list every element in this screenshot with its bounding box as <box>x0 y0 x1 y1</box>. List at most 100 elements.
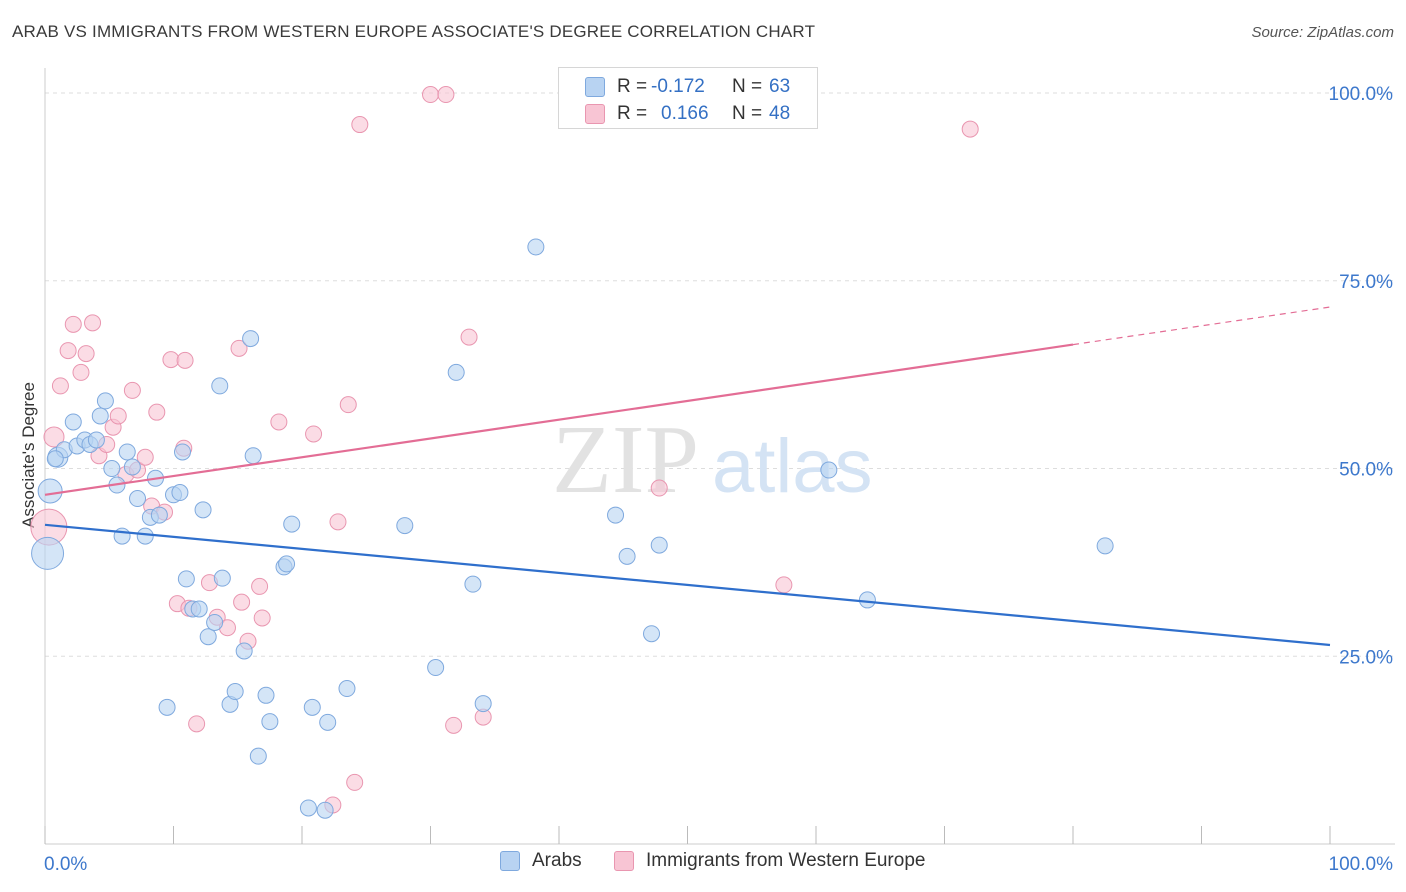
y-tick-labels: 25.0% 50.0% 75.0% 100.0% <box>1329 84 1394 668</box>
arab-point <box>820 461 838 479</box>
watermark: ZIP atlas <box>552 406 873 514</box>
arab-point <box>1096 537 1114 555</box>
immigrants-legend-swatch <box>614 851 634 871</box>
y-tick-label: 50.0% <box>1339 460 1393 481</box>
y-tick-label: 100.0% <box>1329 84 1394 105</box>
arab-point <box>464 575 482 593</box>
n-value-arabs: 63 <box>769 76 791 97</box>
arabs-trend-line <box>44 523 1331 647</box>
watermark-zip: ZIP <box>552 406 699 514</box>
arab-point <box>858 591 876 609</box>
immigrant-point <box>351 116 369 134</box>
arabs-legend-swatch <box>500 851 520 871</box>
arab-point <box>129 490 147 508</box>
immigrants-trend-line <box>44 343 1074 496</box>
arab-point <box>249 747 267 765</box>
x-tick-labels: 0.0% 100.0% <box>44 854 1393 875</box>
immigrant-point <box>64 315 82 333</box>
stat-row-immigrants: R = 0.166 N = 48 <box>559 101 817 127</box>
arab-point <box>226 683 244 701</box>
r-label: R = <box>617 103 648 124</box>
r-label: R = <box>617 76 648 97</box>
immigrant-point <box>51 377 69 395</box>
immigrant-point <box>148 403 166 421</box>
immigrants-trend-line-extension <box>1072 306 1331 346</box>
arab-point <box>396 517 414 535</box>
watermark-atlas: atlas <box>712 424 873 509</box>
arab-point <box>213 569 231 587</box>
arab-point <box>643 625 661 643</box>
legend-item-arabs[interactable]: Arabs <box>500 850 582 872</box>
immigrant-point <box>43 426 65 448</box>
arabs-swatch <box>585 77 605 97</box>
arab-point <box>261 713 279 731</box>
immigrant-point <box>650 479 668 497</box>
arab-point <box>244 447 262 465</box>
arab-point <box>427 659 445 677</box>
immigrant-point <box>176 351 194 369</box>
immigrant-point <box>72 363 90 381</box>
arab-point <box>607 506 625 524</box>
arab-point <box>303 698 321 716</box>
arab-point <box>123 458 141 476</box>
arab-point <box>96 392 114 410</box>
legend-item-immigrants[interactable]: Immigrants from Western Europe <box>614 850 925 872</box>
immigrant-point <box>84 314 102 332</box>
n-label: N = <box>732 103 763 124</box>
arab-point <box>447 363 465 381</box>
arab-point <box>31 536 65 570</box>
arab-point <box>199 628 217 646</box>
arab-point <box>118 443 136 461</box>
immigrant-point <box>136 448 154 466</box>
arab-point <box>283 515 301 533</box>
arab-point <box>235 642 253 660</box>
arab-point <box>150 506 168 524</box>
immigrant-point <box>59 342 77 360</box>
immigrant-point <box>270 413 288 431</box>
stat-row-arabs: R = -0.172 N = 63 <box>559 74 817 100</box>
x-tick-label-max: 100.0% <box>1329 854 1394 875</box>
arab-point <box>64 413 82 431</box>
immigrant-point <box>77 345 95 363</box>
immigrant-point <box>253 609 271 627</box>
arab-point <box>190 600 208 618</box>
r-value-immigrants: 0.166 <box>661 103 709 124</box>
immigrant-point <box>437 86 455 104</box>
arab-point <box>527 238 545 256</box>
immigrant-point <box>188 715 206 733</box>
arab-point <box>242 330 260 348</box>
arab-point <box>206 613 224 631</box>
bottom-legend: Arabs Immigrants from Western Europe <box>0 850 1406 880</box>
immigrant-point <box>961 120 979 138</box>
immigrant-point <box>445 716 463 734</box>
arab-point <box>158 698 176 716</box>
arab-point <box>316 801 334 819</box>
legend-label-arabs: Arabs <box>532 850 582 871</box>
arab-point <box>103 460 121 478</box>
r-value-arabs: -0.172 <box>651 76 705 97</box>
immigrant-point <box>109 407 127 425</box>
arab-point <box>177 570 195 588</box>
immigrant-point <box>329 513 347 531</box>
y-axis-label: Associate's Degree <box>19 382 38 528</box>
arab-point <box>194 501 212 519</box>
arab-point <box>257 686 275 704</box>
legend-label-immigrants: Immigrants from Western Europe <box>646 850 926 871</box>
chart-title: ARAB VS IMMIGRANTS FROM WESTERN EUROPE A… <box>12 22 816 41</box>
arab-point <box>91 407 109 425</box>
arab-point <box>299 799 317 817</box>
arab-point <box>650 536 668 554</box>
arab-point <box>618 547 636 565</box>
immigrant-point <box>233 593 251 611</box>
correlation-legend: R = -0.172 N = 63 R = 0.166 N = 48 <box>558 67 818 129</box>
arab-point <box>173 443 191 461</box>
immigrant-point <box>346 773 364 791</box>
arab-point <box>338 680 356 698</box>
immigrant-point <box>460 328 478 346</box>
immigrant-point <box>162 351 180 369</box>
immigrant-point <box>123 381 141 399</box>
gridlines <box>45 92 1395 657</box>
data-points <box>30 86 1114 819</box>
trend-lines <box>44 306 1331 647</box>
